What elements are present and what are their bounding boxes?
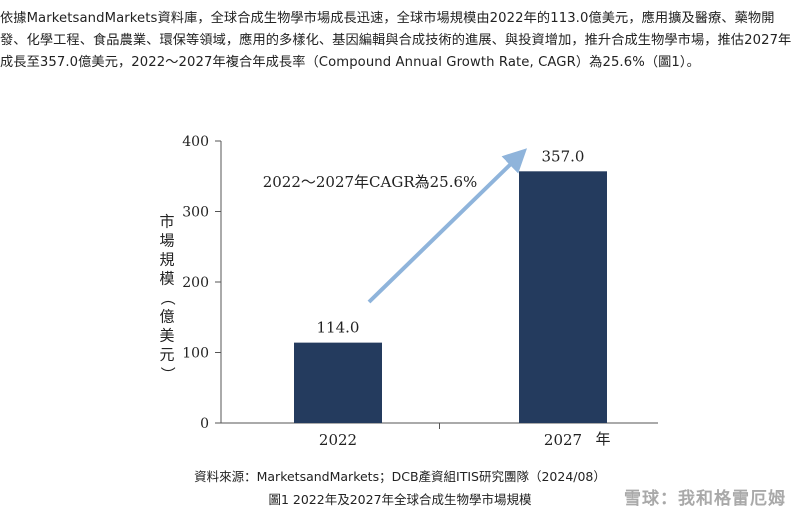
chart-labels: 市場規模 （ 億美元 ） 114.0 2022 357.0 2027 年 (159, 147, 611, 449)
x-tick-label: 2022 (319, 431, 357, 449)
chart-bars (294, 171, 607, 423)
y-axis-label-char: 場 (159, 232, 174, 250)
bar-value-label: 357.0 (542, 147, 585, 165)
watermark: 雪球：我和格雷厄姆 (624, 489, 786, 509)
y-tick-label: 200 (182, 275, 209, 291)
y-axis-label-char: ） (159, 366, 177, 381)
figure-caption: 圖1 2022年及2027年全球合成生物學市場規模 (268, 492, 532, 507)
bar-2027 (519, 171, 607, 423)
y-tick-label: 300 (182, 205, 209, 221)
x-axis-label: 年 (595, 430, 610, 448)
cagr-arrow (367, 148, 528, 304)
cagr-annotation: 2022～2027年CAGR為25.6% (263, 173, 478, 191)
y-axis-label-char: 美 (159, 327, 174, 345)
y-tick-label: 400 (182, 134, 209, 150)
y-axis-label-char: （ (159, 290, 177, 305)
y-axis-label-char: 元 (159, 346, 174, 364)
y-axis-label-char: 規 (159, 251, 174, 269)
bar-value-label: 114.0 (317, 319, 360, 337)
bar-2022 (294, 342, 382, 423)
source-caption: 資料來源：MarketsandMarkets；DCB產資組ITIS研究團隊（20… (194, 469, 606, 484)
x-tick-label: 2027 (544, 431, 582, 449)
y-tick-label: 100 (182, 346, 209, 362)
article-paragraph: 依據MarketsandMarkets資料庫，全球合成生物學市場成長迅速，全球市… (0, 11, 792, 70)
y-tick-label: 0 (200, 416, 209, 432)
chart-ticks: 0 100 200 300 400 (182, 134, 440, 432)
y-axis-label-char: 模 (159, 270, 174, 288)
y-axis-label-char: 億 (159, 308, 174, 326)
chart-annotation: 2022～2027年CAGR為25.6% (263, 148, 528, 304)
y-axis-label-char: 市 (159, 213, 174, 231)
